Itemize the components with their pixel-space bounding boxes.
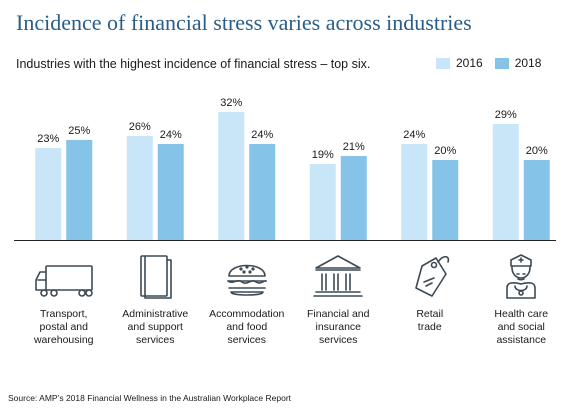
category-label-line: Administrative <box>122 308 189 320</box>
data-label-2016-5: 29% <box>495 109 517 121</box>
bank-icon <box>306 252 370 305</box>
source-note: Source: AMP’s 2018 Financial Wellness in… <box>8 393 292 403</box>
category-label-line: trade <box>417 321 442 333</box>
legend-label-2016: 2016 <box>456 56 483 70</box>
data-label-2018-0: 25% <box>68 125 90 137</box>
category-label-line: and social <box>497 321 545 333</box>
category-label-line: Accommodation <box>209 308 285 320</box>
legend-label-2018: 2018 <box>514 56 542 70</box>
bar-2018-3 <box>340 156 367 240</box>
burger-icon <box>215 252 279 305</box>
bar-2018-2 <box>249 144 276 240</box>
bar-2016-3 <box>309 164 336 240</box>
category-label-line: warehousing <box>33 334 94 346</box>
legend-swatch-2018 <box>494 57 509 69</box>
data-label-2018-1: 24% <box>160 129 182 141</box>
category-label-5: Health care and social assistance <box>476 308 566 347</box>
category-label-2: Accommodation and food services <box>202 308 292 347</box>
category-label-line: Retail <box>416 308 444 320</box>
legend-item-2016: 2016 <box>436 56 483 70</box>
legend: 2016 2018 <box>424 56 541 70</box>
category-label-line: services <box>318 334 358 346</box>
category-label-3: Financial and insurance services <box>293 308 383 347</box>
category-label-line: services <box>135 334 175 346</box>
data-label-2016-2: 32% <box>220 97 242 109</box>
category-label-0: Transport, postal and warehousing <box>19 308 109 347</box>
category-label-4: Retail trade <box>385 308 475 334</box>
price-tag-icon <box>398 252 462 305</box>
legend-swatch-2016 <box>436 57 450 69</box>
data-label-2016-3: 19% <box>312 149 334 161</box>
data-label-2016-1: 26% <box>129 121 151 133</box>
bar-2016-0 <box>35 148 62 240</box>
category-label-line: insurance <box>315 321 362 333</box>
bar-2018-0 <box>66 140 93 240</box>
data-label-2018-5: 20% <box>526 145 548 157</box>
data-label-2016-4: 24% <box>403 129 425 141</box>
category-label-line: services <box>227 334 266 346</box>
category-label-1: Administrative and support services <box>110 308 200 347</box>
category-label-line: Transport, <box>40 308 88 320</box>
chart-title: Incidence of financial stress varies acr… <box>16 10 472 35</box>
legend-item-2018: 2018 <box>494 56 542 70</box>
bar-2018-4 <box>432 160 459 240</box>
data-label-2018-3: 21% <box>343 141 365 153</box>
category-label-line: postal and <box>39 321 88 333</box>
nurse-icon <box>489 252 553 305</box>
category-label-line: and support <box>127 321 183 333</box>
category-label-line: and food <box>226 321 268 333</box>
bar-2018-5 <box>523 160 550 240</box>
bar-2016-2 <box>218 112 245 240</box>
chart-subtitle: Industries with the highest incidence of… <box>16 57 371 71</box>
truck-icon <box>32 252 96 305</box>
bar-2016-1 <box>126 136 153 240</box>
bar-2018-1 <box>157 144 184 240</box>
bar-2016-5 <box>492 124 519 240</box>
data-label-2016-0: 23% <box>37 133 59 145</box>
data-label-2018-2: 24% <box>251 129 273 141</box>
bar-2016-4 <box>401 144 428 240</box>
category-label-line: assistance <box>496 334 547 346</box>
category-label-line: Health care <box>494 308 549 320</box>
data-label-2018-4: 20% <box>434 145 456 157</box>
category-label-line: Financial and <box>307 308 370 320</box>
book-icon <box>123 252 187 305</box>
